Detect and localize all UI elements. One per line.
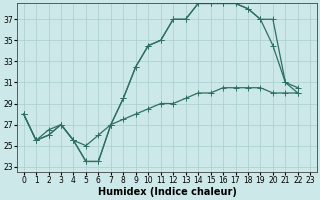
X-axis label: Humidex (Indice chaleur): Humidex (Indice chaleur) <box>98 187 236 197</box>
